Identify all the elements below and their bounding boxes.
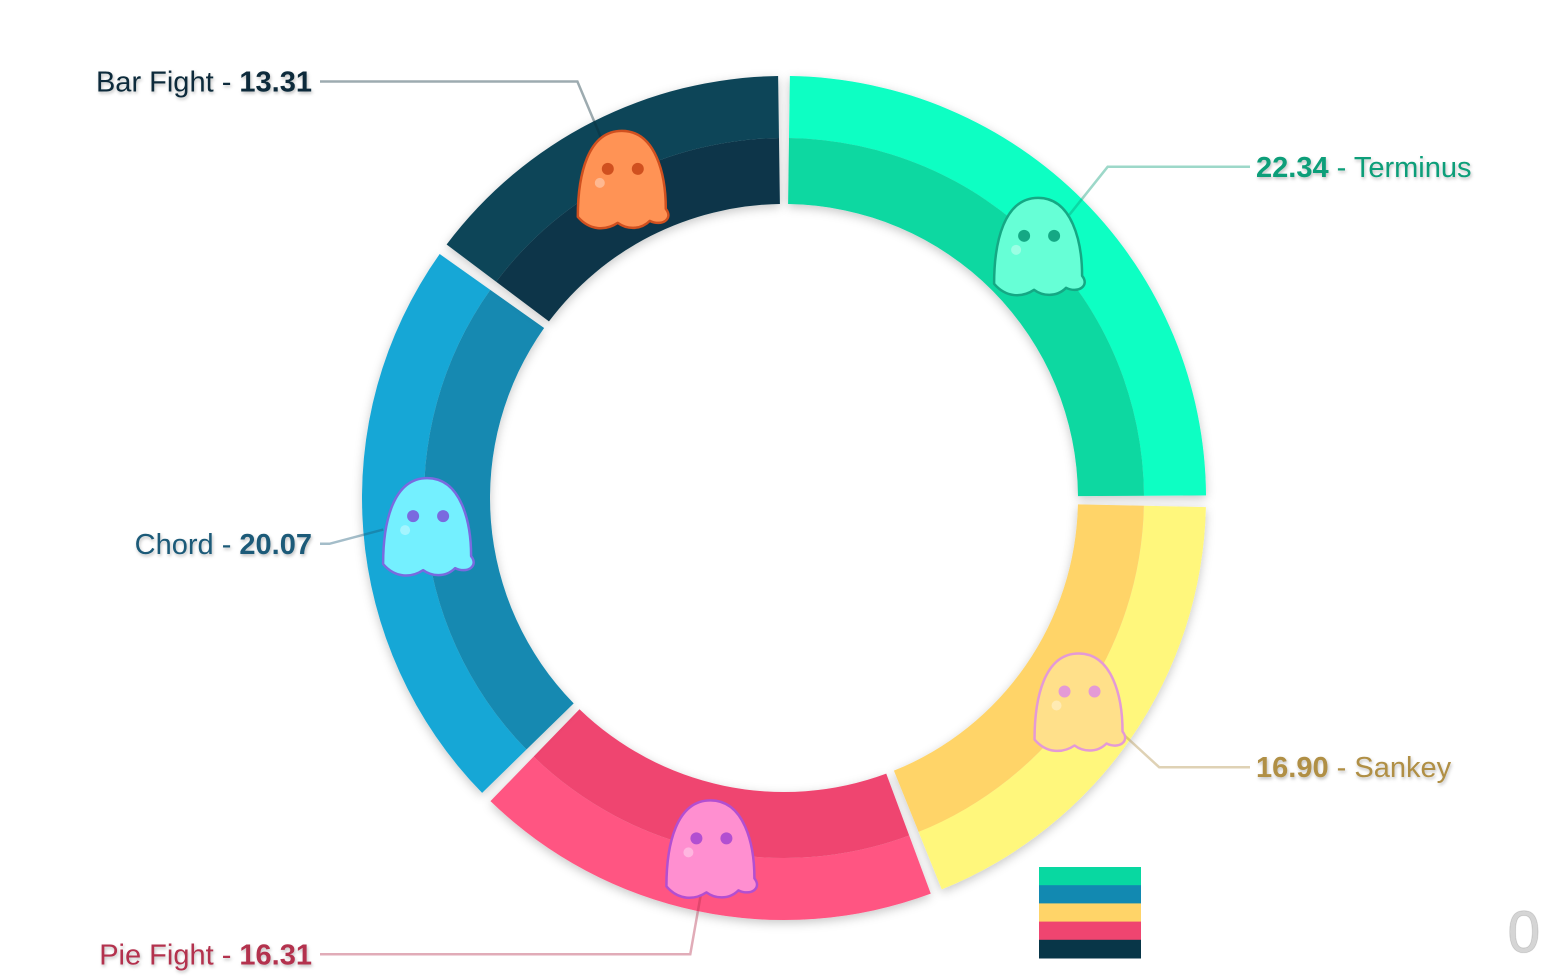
segment-outer-band	[490, 756, 931, 921]
segment-inner-band	[788, 138, 1144, 497]
segment-inner-band	[533, 709, 910, 859]
ghost-eating-popcorn-icon	[992, 196, 1086, 297]
ghost-eating-noodles-icon	[1033, 652, 1127, 753]
ghost-eating-candy-icon	[665, 799, 759, 899]
color-swatch-legend	[1039, 867, 1141, 959]
swatch-5	[1039, 939, 1141, 959]
segment-chord[interactable]	[361, 254, 574, 793]
label-separator: -	[214, 66, 240, 98]
swatch-1	[1039, 867, 1141, 886]
label-value: 20.07	[239, 529, 312, 561]
label-value: 22.34	[1256, 152, 1329, 184]
label-separator: -	[1329, 752, 1355, 784]
leader-line-pie-fight	[320, 891, 703, 956]
swatch-4	[1039, 921, 1141, 941]
ghost-drinking-soda-icon	[381, 476, 475, 577]
segment-inner-band	[423, 289, 574, 750]
label-separator: -	[214, 939, 240, 971]
counter-display: 0	[1507, 900, 1540, 965]
leader-line-sankey	[1113, 725, 1250, 769]
swatch-2	[1039, 885, 1141, 904]
mascot-icons	[381, 129, 1127, 899]
leader-line-bar-fight	[320, 80, 604, 141]
segment-labels: 22.34 - Terminus 16.90 - Sankey Pie Fight …	[96, 66, 1472, 971]
segment-terminus[interactable]	[788, 76, 1206, 497]
label-bar-fight: Bar Fight - 13.31	[96, 66, 312, 98]
leader-line-terminus	[1068, 165, 1250, 216]
label-terminus: 22.34 - Terminus	[1256, 152, 1471, 184]
label-value: 16.31	[239, 939, 312, 971]
swatch-3	[1039, 903, 1141, 923]
segment-pie-fight[interactable]	[490, 709, 931, 921]
ghost-drinking-boba-icon	[576, 129, 670, 230]
label-name: Chord	[135, 529, 214, 561]
leader-lines	[320, 80, 1250, 956]
segment-outer-band	[789, 76, 1206, 496]
label-name: Pie Fight	[99, 939, 213, 971]
label-chord: Chord - 20.07	[135, 529, 312, 561]
label-value: 13.31	[239, 66, 312, 98]
label-pie-fight: Pie Fight - 16.31	[99, 939, 312, 971]
label-separator: -	[214, 529, 240, 561]
segment-outer-band	[918, 505, 1206, 890]
label-name: Terminus	[1354, 152, 1472, 184]
label-name: Bar Fight	[96, 66, 214, 98]
label-value: 16.90	[1256, 752, 1329, 784]
segment-inner-band	[496, 138, 780, 322]
segment-sankey[interactable]	[893, 504, 1206, 890]
label-sankey: 16.90 - Sankey	[1256, 752, 1452, 784]
label-name: Sankey	[1354, 752, 1451, 784]
segment-outer-band	[361, 254, 527, 793]
leader-line-chord	[320, 528, 384, 546]
label-separator: -	[1329, 152, 1354, 184]
segment-inner-band	[893, 504, 1144, 832]
